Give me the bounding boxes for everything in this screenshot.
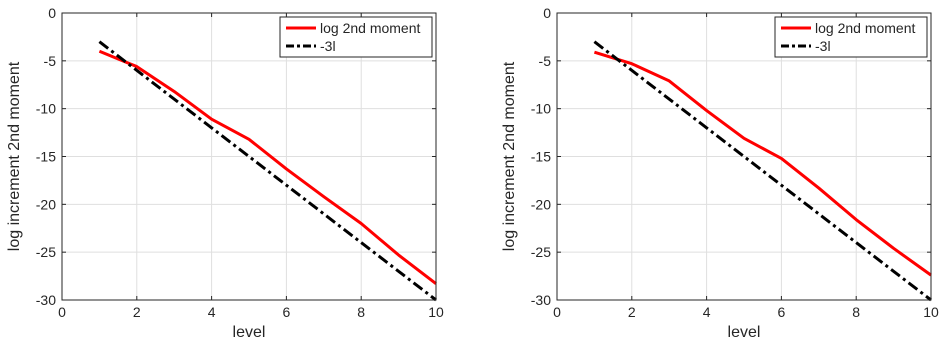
x-axis-label: level [728, 324, 761, 341]
y-tick-label: -15 [531, 149, 551, 165]
x-tick-label: 0 [553, 304, 561, 320]
x-tick-label: 8 [357, 304, 365, 320]
series-line-1 [593, 40, 932, 302]
y-tick-label: -30 [531, 292, 551, 308]
y-tick-label: -25 [36, 244, 56, 260]
y-axis-label: log increment 2nd moment [6, 61, 23, 251]
legend-label-0: log 2nd moment [320, 20, 421, 36]
y-tick-label: -10 [36, 101, 56, 117]
legend-label-1: -3l [320, 38, 336, 54]
x-tick-label: 2 [628, 304, 636, 320]
x-tick-label: 8 [852, 304, 860, 320]
x-tick-label: 4 [703, 304, 711, 320]
y-tick-label: -20 [36, 196, 56, 212]
x-axis-label: level [233, 324, 266, 341]
x-tick-label: 6 [778, 304, 786, 320]
x-tick-label: 0 [58, 304, 66, 320]
y-tick-label: -5 [539, 53, 552, 69]
legend-label-1: -3l [815, 38, 831, 54]
series-line-1 [98, 40, 437, 302]
legend-label-0: log 2nd moment [815, 20, 916, 36]
chart-right: 0 2 4 6 8 10 0 -5 -10 -15 -20 -25 -30 level log increm… [501, 5, 939, 341]
x-tick-label: 10 [923, 304, 939, 320]
x-tick-label: 6 [283, 304, 291, 320]
y-tick-label: -25 [531, 244, 551, 260]
series-line-0 [98, 49, 437, 285]
y-tick-label: 0 [543, 5, 551, 21]
x-tick-label: 10 [428, 304, 444, 320]
y-tick-label: -5 [44, 53, 57, 69]
y-tick-label: -30 [36, 292, 56, 308]
y-tick-label: -20 [531, 196, 551, 212]
y-tick-label: -10 [531, 101, 551, 117]
x-tick-label: 4 [208, 304, 216, 320]
series-line-0 [593, 50, 932, 277]
y-tick-label: 0 [48, 5, 56, 21]
chart-left: 0 2 4 6 8 10 0 -5 -10 -15 -20 -25 -30 level log increm… [6, 5, 444, 341]
y-tick-label: -15 [36, 149, 56, 165]
legend: log 2nd moment -3l [774, 16, 928, 58]
legend-box [279, 16, 433, 58]
x-tick-label: 2 [133, 304, 141, 320]
legend-box [774, 16, 928, 58]
y-axis-label: log increment 2nd moment [501, 61, 518, 251]
legend: log 2nd moment -3l [279, 16, 433, 58]
